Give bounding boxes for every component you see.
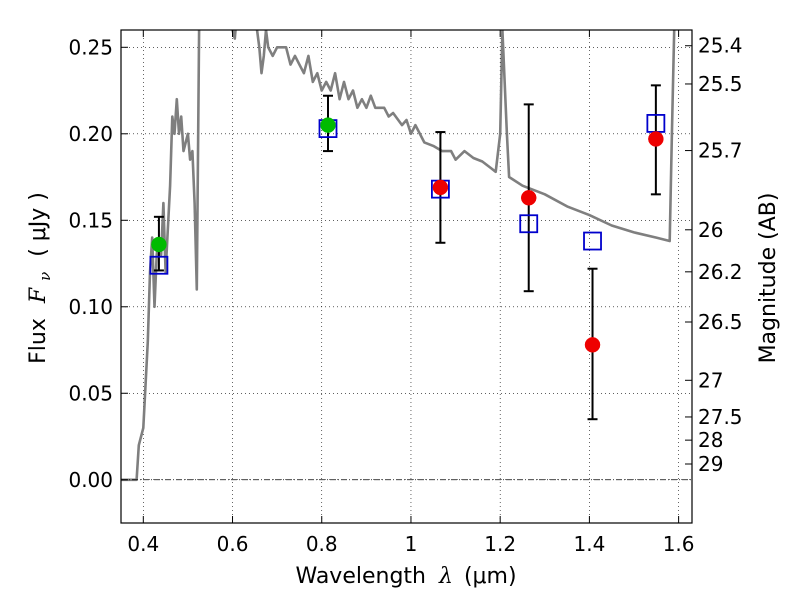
plot-frame bbox=[120, 29, 693, 524]
x-tick-label: 0.4 bbox=[127, 532, 159, 556]
model-spectrum-line bbox=[121, 30, 676, 482]
right-tick-label: 29 bbox=[698, 452, 723, 476]
x-tick-label: 1.6 bbox=[663, 532, 695, 556]
right-tick-label: 26.2 bbox=[698, 260, 743, 284]
model-flux-square bbox=[149, 255, 169, 275]
x-axis-label: Wavelength λ (μm) bbox=[295, 564, 516, 589]
y-tick-label: 0.00 bbox=[68, 468, 113, 492]
right-tick-label: 27 bbox=[698, 368, 723, 392]
x-tick-label: 1.4 bbox=[573, 532, 605, 556]
y-axis-left-label-text: Flux bbox=[26, 318, 51, 364]
errorbar-layer bbox=[153, 84, 661, 421]
x-tick-label: 1 bbox=[405, 532, 418, 556]
y-tick-label: 0.05 bbox=[68, 381, 113, 405]
x-tick-label: 0.6 bbox=[217, 532, 249, 556]
right-tick-label: 25.7 bbox=[698, 139, 743, 163]
detection-point bbox=[320, 117, 336, 133]
grid-layer bbox=[121, 30, 692, 523]
y-axis-right-label: Magnitude (AB) bbox=[756, 193, 781, 364]
x-tick-label: 1.2 bbox=[484, 532, 516, 556]
y-axis-left-label-unit: ( μJy ) bbox=[26, 192, 51, 257]
y-tick-label: 0.20 bbox=[68, 122, 113, 146]
model-flux-square bbox=[583, 231, 602, 251]
detection-point bbox=[432, 179, 449, 196]
detection-point bbox=[584, 337, 601, 353]
right-tick-label: 26 bbox=[698, 218, 723, 242]
right-tick-label: 26.5 bbox=[698, 310, 743, 334]
right-tick-label: 27.5 bbox=[698, 405, 743, 429]
x-axis-ticks: 0.4 0.6 0.8 1 1.2 1.4 1.6 bbox=[127, 30, 695, 556]
plot-area bbox=[121, 30, 692, 482]
model-flux-square bbox=[519, 214, 539, 234]
right-tick-label: 28 bbox=[698, 428, 723, 452]
detection-point bbox=[151, 236, 167, 253]
marker-layer bbox=[149, 114, 666, 353]
detection-point bbox=[648, 131, 664, 147]
y-axis-left-label-symbol: F bbox=[26, 287, 51, 304]
x-axis-label-unit: (μm) bbox=[464, 564, 517, 589]
x-tick-label: 0.8 bbox=[306, 532, 338, 556]
x-axis-label-text: Wavelength bbox=[295, 564, 426, 589]
y-axis-left-label: Flux F ν ( μJy ) bbox=[26, 192, 56, 364]
y-tick-label: 0.15 bbox=[68, 208, 113, 232]
x-axis-label-symbol: λ bbox=[438, 564, 453, 589]
spectrum-layer bbox=[121, 30, 676, 482]
y-axis-left-ticks: 0.00 0.05 0.10 0.15 0.20 0.25 bbox=[68, 35, 128, 492]
right-tick-label: 25.5 bbox=[698, 72, 743, 96]
detection-point bbox=[520, 190, 537, 206]
y-tick-label: 0.10 bbox=[68, 295, 113, 319]
right-tick-label: 25.4 bbox=[698, 34, 743, 58]
y-tick-label: 0.25 bbox=[68, 35, 113, 59]
y-axis-left-label-subscript: ν bbox=[36, 272, 54, 281]
